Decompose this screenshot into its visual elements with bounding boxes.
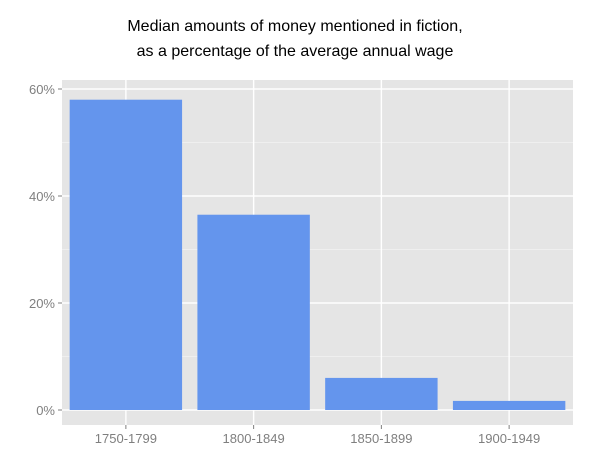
chart-title: Median amounts of money mentioned in fic… [0, 14, 590, 64]
x-axis: 1750-1799 1800-1849 1850-1899 1900-1949 [95, 425, 540, 446]
y-tick-label: 20% [29, 296, 55, 311]
x-tick-label: 1800-1849 [223, 431, 285, 446]
bar-1900-1949 [452, 400, 566, 410]
bars [69, 99, 566, 410]
x-tick-label: 1750-1799 [95, 431, 157, 446]
bar-1850-1899 [325, 377, 438, 410]
x-tick-label: 1900-1949 [478, 431, 540, 446]
y-tick-label: 0% [36, 403, 55, 418]
bar-1750-1799 [69, 99, 183, 410]
chart-title-line-2: as a percentage of the average annual wa… [136, 43, 454, 60]
bar-1800-1849 [197, 214, 310, 410]
chart-title-line-1: Median amounts of money mentioned in fic… [127, 18, 463, 35]
y-tick-label: 40% [29, 189, 55, 204]
x-tick-label: 1850-1899 [350, 431, 412, 446]
y-tick-label: 60% [29, 82, 55, 97]
y-axis: 0% 20% 40% 60% [29, 82, 62, 418]
